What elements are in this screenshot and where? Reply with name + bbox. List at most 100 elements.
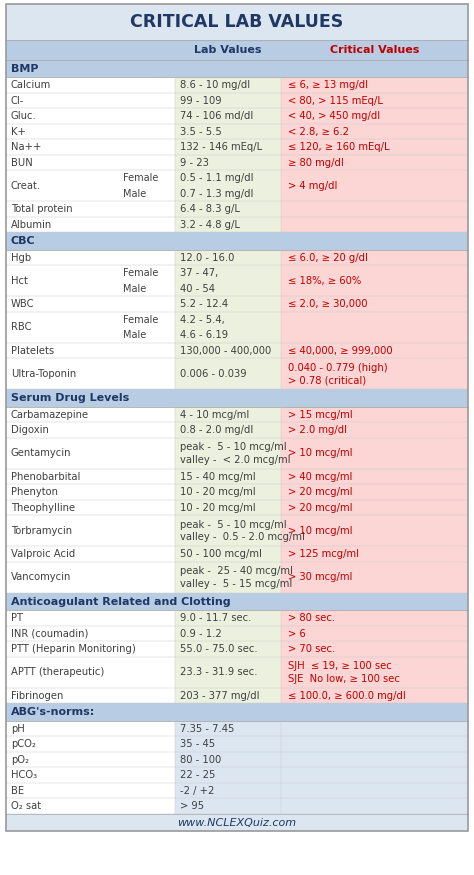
Text: ≥ 80 mg/dl: ≥ 80 mg/dl (288, 158, 344, 168)
Bar (174, 752, 281, 767)
Text: > 20 mcg/ml: > 20 mcg/ml (288, 487, 352, 497)
Bar (6, 767, 174, 783)
Bar (6, 814, 468, 831)
Bar (174, 312, 281, 343)
Text: ≤ 2.0, ≥ 30,000: ≤ 2.0, ≥ 30,000 (288, 299, 367, 309)
Bar (281, 139, 468, 155)
Text: > 30 mcg/ml: > 30 mcg/ml (288, 572, 352, 583)
Text: WBC: WBC (11, 299, 35, 309)
Bar (281, 485, 468, 500)
Bar (6, 721, 174, 737)
Bar (174, 297, 281, 312)
Text: Carbamazepine: Carbamazepine (11, 410, 89, 420)
Bar (174, 217, 281, 233)
Text: Cl-: Cl- (11, 95, 24, 106)
Bar (174, 343, 281, 359)
Text: BMP: BMP (11, 64, 38, 74)
Bar (174, 124, 281, 139)
Text: 10 - 20 mcg/ml: 10 - 20 mcg/ml (180, 503, 255, 513)
Bar (6, 233, 468, 250)
Bar (281, 171, 468, 201)
Text: 4 - 10 mcg/ml: 4 - 10 mcg/ml (180, 410, 249, 420)
Bar (281, 767, 468, 783)
Bar (6, 783, 174, 799)
Bar (281, 688, 468, 704)
Text: > 6: > 6 (288, 629, 306, 639)
Text: 9.0 - 11.7 sec.: 9.0 - 11.7 sec. (180, 613, 251, 623)
Text: 40 - 54: 40 - 54 (180, 284, 215, 294)
Bar (281, 359, 468, 389)
Bar (281, 155, 468, 171)
Bar (174, 641, 281, 657)
Text: HCO₃: HCO₃ (11, 770, 37, 780)
Text: Male: Male (123, 189, 146, 199)
Bar (281, 469, 468, 485)
Text: 132 - 146 mEq/L: 132 - 146 mEq/L (180, 143, 262, 152)
Bar (281, 124, 468, 139)
Bar (174, 485, 281, 500)
Text: Phenobarbital: Phenobarbital (11, 472, 81, 482)
Text: peak -  5 - 10 mcg/ml
valley -  < 2.0 mcg/ml: peak - 5 - 10 mcg/ml valley - < 2.0 mcg/… (180, 442, 290, 465)
Bar (281, 217, 468, 233)
Bar (6, 611, 174, 626)
Bar (174, 438, 281, 469)
Text: 0.040 - 0.779 (high)
> 0.78 (critical): 0.040 - 0.779 (high) > 0.78 (critical) (288, 363, 388, 385)
Text: Female: Female (123, 315, 158, 325)
Text: Albumin: Albumin (11, 220, 52, 230)
Bar (6, 217, 174, 233)
Bar (174, 407, 281, 423)
Bar (281, 407, 468, 423)
Bar (6, 312, 174, 343)
Bar (174, 626, 281, 641)
Bar (6, 515, 174, 547)
Text: Hgb: Hgb (11, 253, 31, 262)
Text: pO₂: pO₂ (11, 755, 29, 765)
Bar (6, 78, 174, 93)
Text: BUN: BUN (11, 158, 33, 168)
Text: 15 - 40 mcg/ml: 15 - 40 mcg/ml (180, 472, 255, 482)
Text: ≤ 40,000, ≥ 999,000: ≤ 40,000, ≥ 999,000 (288, 346, 392, 356)
Bar (6, 562, 174, 593)
Bar (6, 657, 174, 688)
Text: Platelets: Platelets (11, 346, 54, 356)
Text: O₂ sat: O₂ sat (11, 802, 41, 811)
Text: ≤ 6, ≥ 13 mg/dl: ≤ 6, ≥ 13 mg/dl (288, 80, 368, 90)
Text: APTT (therapeutic): APTT (therapeutic) (11, 668, 104, 677)
Text: Gentamycin: Gentamycin (11, 449, 72, 458)
Text: Hct: Hct (11, 276, 28, 286)
Text: INR (coumadin): INR (coumadin) (11, 629, 88, 639)
Bar (281, 312, 468, 343)
Text: Female: Female (123, 173, 158, 183)
Bar (6, 688, 174, 704)
Text: 37 - 47,: 37 - 47, (180, 269, 218, 278)
Bar (281, 515, 468, 547)
Bar (281, 250, 468, 265)
Text: 7.35 - 7.45: 7.35 - 7.45 (180, 724, 234, 734)
Text: > 2.0 mg/dl: > 2.0 mg/dl (288, 425, 347, 435)
Bar (281, 500, 468, 515)
Bar (174, 250, 281, 265)
Bar (6, 108, 174, 124)
Text: BE: BE (11, 786, 24, 795)
Text: Na++: Na++ (11, 143, 41, 152)
Text: Total protein: Total protein (11, 204, 73, 214)
Bar (281, 611, 468, 626)
Text: 35 - 45: 35 - 45 (180, 739, 215, 749)
Bar (281, 799, 468, 814)
Text: Critical Values: Critical Values (330, 45, 419, 55)
Bar (281, 641, 468, 657)
Text: PTT (Heparin Monitoring): PTT (Heparin Monitoring) (11, 644, 136, 654)
Text: 3.2 - 4.8 g/L: 3.2 - 4.8 g/L (180, 220, 239, 230)
Text: > 40 mcg/ml: > 40 mcg/ml (288, 472, 352, 482)
Text: Gluc.: Gluc. (11, 111, 37, 122)
Bar (174, 423, 281, 438)
Text: Fibrinogen: Fibrinogen (11, 690, 64, 701)
Bar (281, 438, 468, 469)
Text: > 10 mcg/ml: > 10 mcg/ml (288, 526, 352, 536)
Bar (6, 124, 174, 139)
Text: K+: K+ (11, 127, 26, 136)
Bar (6, 60, 468, 78)
Bar (6, 93, 174, 108)
Bar (6, 500, 174, 515)
Bar (6, 737, 174, 752)
